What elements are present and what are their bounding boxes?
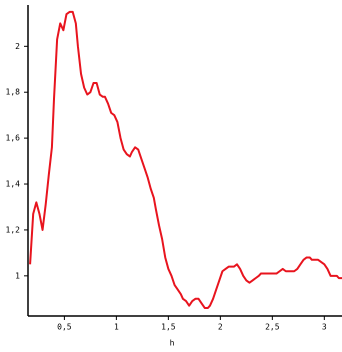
x-tick-label: 2,5 xyxy=(265,323,280,332)
x-tick-label: 2 xyxy=(218,323,223,332)
y-tick-label: 2 xyxy=(15,42,20,51)
x-tick-label: 0,5 xyxy=(57,323,72,332)
y-tick-label: 1,6 xyxy=(6,134,21,143)
x-tick-label: 1,5 xyxy=(161,323,176,332)
y-tick-label: 1 xyxy=(15,271,20,280)
data-line xyxy=(29,10,342,309)
y-tick-label: 1,8 xyxy=(6,88,21,97)
y-tick-label: 1,2 xyxy=(6,225,21,234)
x-tick-label: 3 xyxy=(322,323,327,332)
y-tick-label: 1,4 xyxy=(6,180,21,189)
x-tick-label: 1 xyxy=(114,323,119,332)
x-axis-label: h xyxy=(170,339,175,348)
